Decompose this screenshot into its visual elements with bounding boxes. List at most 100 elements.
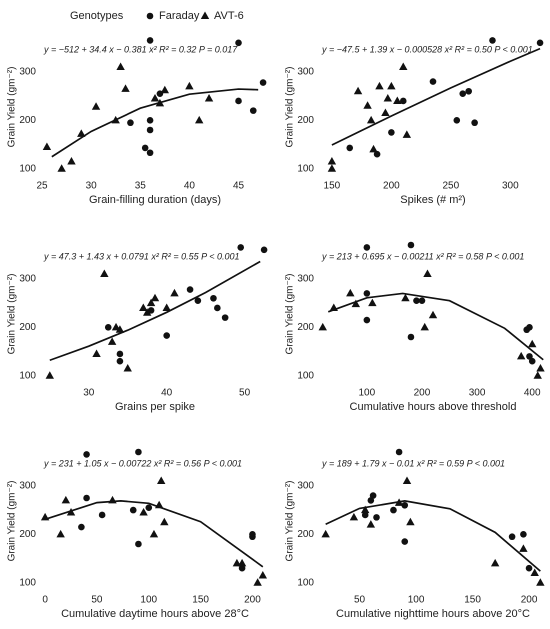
- x-tick-label: 200: [521, 595, 538, 606]
- point: [390, 506, 397, 514]
- point: [489, 37, 496, 44]
- point: [533, 371, 542, 379]
- point: [141, 144, 149, 152]
- point: [253, 578, 262, 586]
- point: [346, 144, 354, 152]
- point: [528, 357, 536, 365]
- point: [160, 85, 170, 94]
- y-axis-label: Grain Yield (gm⁻²): [7, 481, 18, 562]
- point: [185, 81, 194, 90]
- point: [146, 298, 156, 307]
- point: [162, 303, 171, 311]
- point: [516, 351, 526, 360]
- point: [363, 316, 371, 324]
- x-tick-label: 200: [383, 181, 400, 192]
- point: [490, 558, 500, 567]
- y-axis-label: Grain Yield (gm⁻²): [285, 67, 296, 148]
- y-tick-label: 200: [19, 322, 36, 333]
- point: [373, 150, 381, 158]
- fit-curve: [331, 47, 541, 146]
- point: [406, 517, 415, 526]
- fit-curve: [49, 260, 261, 362]
- fit-curve: [325, 500, 541, 572]
- point: [135, 448, 142, 456]
- point: [45, 371, 54, 379]
- point: [259, 79, 267, 86]
- point: [321, 529, 330, 538]
- y-tick-label: 100: [297, 577, 314, 588]
- point: [127, 119, 134, 127]
- x-tick-label: 300: [502, 181, 519, 192]
- x-axis-label: Cumulative daytime hours above 28°C: [61, 608, 249, 620]
- x-tick-label: 150: [464, 595, 481, 606]
- point: [361, 511, 369, 519]
- x-tick-label: 50: [91, 595, 103, 606]
- point: [146, 126, 154, 134]
- point: [139, 303, 148, 311]
- point: [143, 308, 152, 316]
- x-axis-label: Cumulative hours above threshold: [350, 401, 517, 413]
- point: [150, 94, 160, 102]
- y-tick-label: 100: [19, 577, 36, 588]
- x-tick-label: 100: [140, 595, 157, 606]
- point: [429, 78, 437, 85]
- point: [366, 115, 376, 124]
- point: [98, 511, 106, 519]
- legend-title: Genotypes: [70, 10, 124, 22]
- point: [258, 570, 268, 579]
- point: [146, 117, 154, 124]
- point: [237, 244, 245, 251]
- point: [388, 129, 395, 136]
- point: [526, 353, 533, 360]
- point: [368, 298, 377, 307]
- y-tick-label: 100: [19, 163, 36, 174]
- x-tick-label: 35: [135, 181, 147, 192]
- x-tick-label: 40: [161, 388, 173, 399]
- point: [67, 156, 76, 165]
- point: [186, 286, 194, 293]
- point: [92, 349, 101, 357]
- point: [123, 363, 132, 372]
- point: [56, 529, 65, 538]
- x-tick-label: 30: [86, 181, 98, 192]
- point: [318, 322, 327, 331]
- fit-curve: [44, 500, 264, 568]
- point: [536, 39, 544, 47]
- x-tick-label: 200: [244, 595, 261, 606]
- point: [238, 564, 246, 572]
- x-tick-label: 50: [354, 595, 366, 606]
- point: [194, 297, 202, 304]
- point: [369, 144, 378, 153]
- point: [61, 495, 71, 504]
- point: [249, 531, 256, 538]
- point: [536, 363, 545, 372]
- legend-label: AVT-6: [214, 10, 244, 22]
- point: [163, 332, 170, 339]
- point: [135, 540, 142, 548]
- y-tick-label: 300: [297, 67, 314, 78]
- point: [145, 504, 153, 511]
- point: [401, 538, 409, 545]
- y-tick-label: 100: [297, 370, 314, 381]
- point: [399, 97, 407, 105]
- x-tick-label: 100: [359, 388, 376, 399]
- equation: y = 213 + 0.695 x − 0.00211 x² R² = 0.58…: [321, 251, 524, 261]
- point: [235, 97, 242, 105]
- equation: y = 47.3 + 1.43 x + 0.0791 x² R² = 0.55 …: [43, 251, 240, 261]
- legend-marker: [146, 12, 154, 20]
- point: [381, 108, 390, 117]
- x-axis-label: Grains per spike: [115, 401, 195, 413]
- x-tick-label: 40: [184, 181, 196, 192]
- y-tick-label: 100: [19, 370, 36, 381]
- x-axis-label: Spikes (# m²): [400, 194, 465, 206]
- x-tick-label: 50: [239, 388, 251, 399]
- y-tick-label: 300: [297, 481, 314, 492]
- point: [160, 517, 169, 526]
- y-tick-label: 100: [297, 163, 314, 174]
- y-axis-label: Grain Yield (gm⁻²): [7, 67, 18, 148]
- y-axis-label: Grain Yield (gm⁻²): [285, 274, 296, 355]
- point: [77, 129, 86, 137]
- point: [121, 84, 130, 92]
- point: [346, 288, 355, 297]
- point: [363, 290, 371, 297]
